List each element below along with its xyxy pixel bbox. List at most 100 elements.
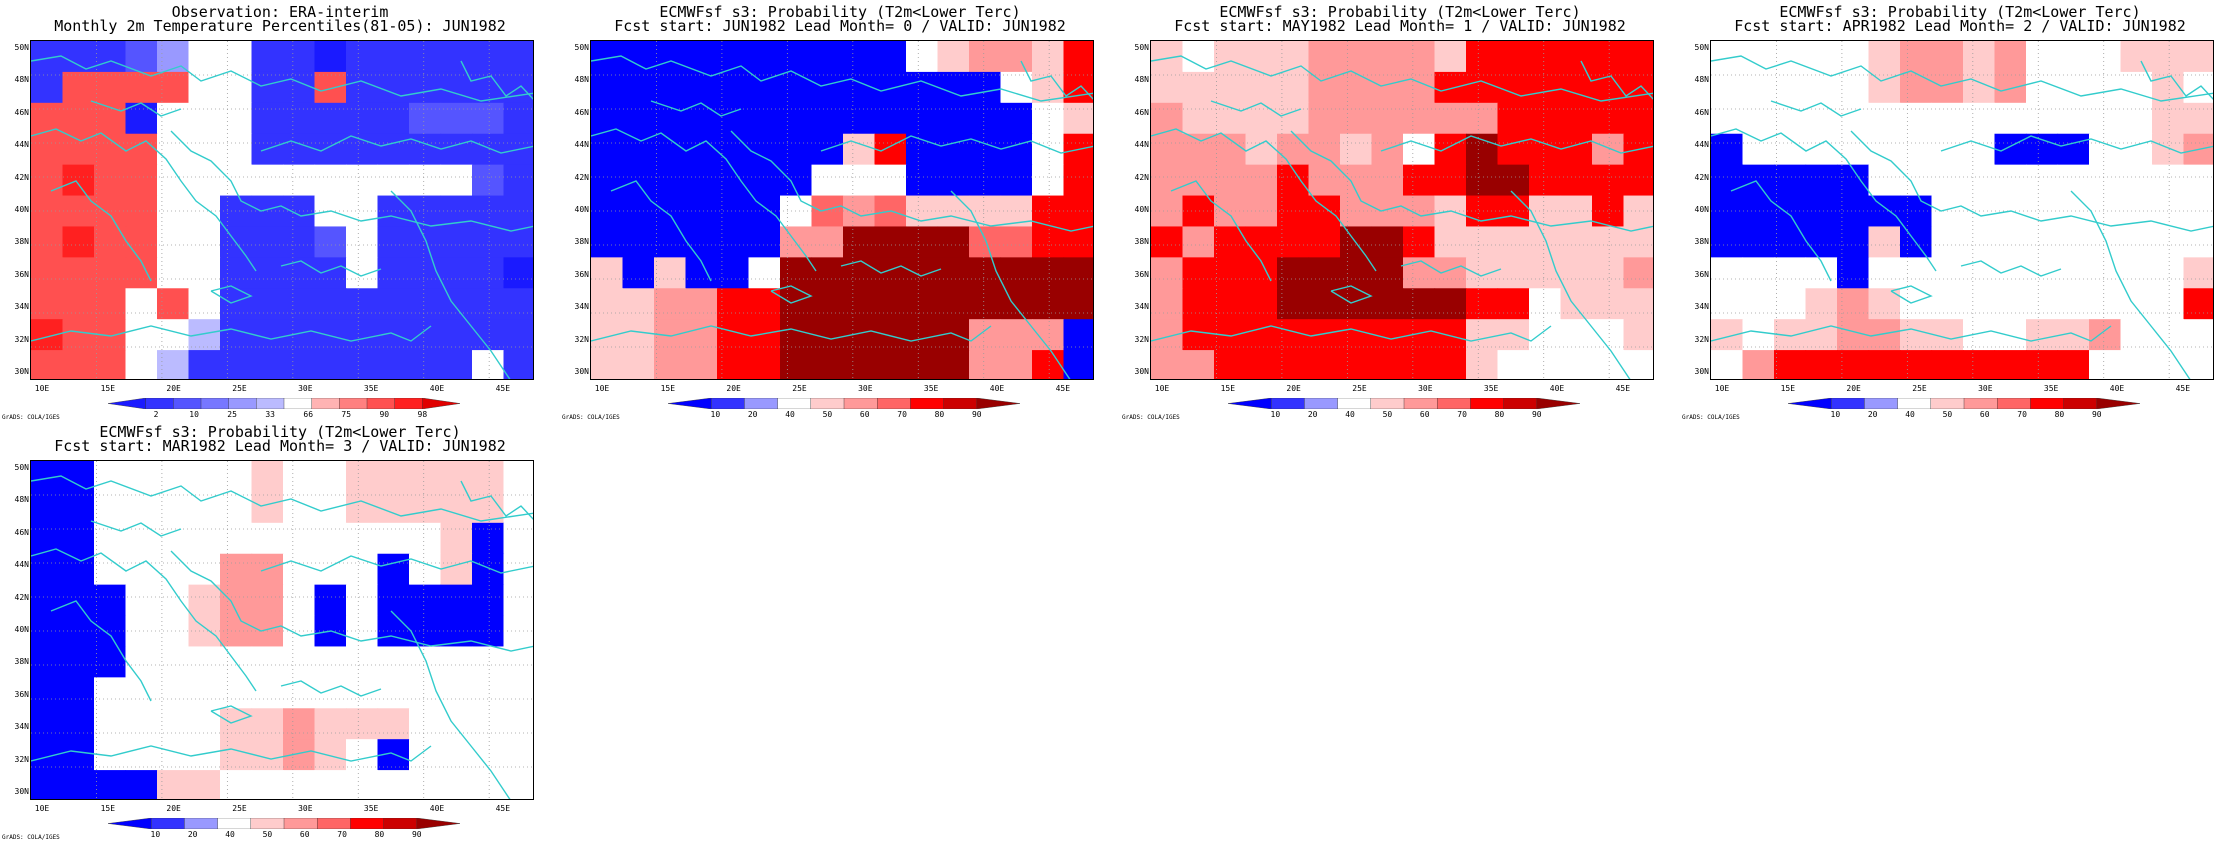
colorbar-segment <box>256 398 285 409</box>
grid-cell <box>1623 226 1653 258</box>
grid-cell <box>685 41 718 73</box>
grid-cell <box>346 522 379 555</box>
colorbar-label: 40 <box>785 410 795 419</box>
grid-cell <box>1623 102 1653 135</box>
grid-cell <box>62 491 95 524</box>
grid-cell <box>157 615 190 648</box>
grid-cell <box>1592 41 1625 73</box>
x-tick-label: 10E <box>1714 384 1730 393</box>
grid-cell <box>1434 71 1467 104</box>
grid-cell <box>1560 226 1593 258</box>
colorbar-segment <box>1963 398 1998 409</box>
grid-cell <box>409 133 442 166</box>
grid-cell <box>125 164 158 197</box>
grid-cell <box>1032 319 1065 351</box>
grid-cell <box>2152 226 2185 258</box>
grid-cell <box>1308 226 1341 258</box>
grid-cell <box>346 319 379 351</box>
y-tick-label: 32N <box>574 334 589 344</box>
grid-cell <box>2152 319 2185 351</box>
map-plot-area <box>1150 40 1654 380</box>
grid-cell <box>94 133 127 166</box>
grid-cell <box>157 288 190 320</box>
colorbar-label: 20 <box>747 410 758 419</box>
colorbar-label: 66 <box>303 410 314 419</box>
grid-cell <box>1032 195 1065 228</box>
y-tick-label: 44N <box>14 140 29 150</box>
x-tick-label: 30E <box>1978 384 1993 393</box>
grid-cell <box>440 102 473 135</box>
grid-cell <box>780 133 813 166</box>
grid-cell <box>157 677 190 709</box>
grid-cell <box>62 522 95 555</box>
grid-cell <box>314 41 347 73</box>
colorbar-segment <box>1930 398 1965 409</box>
coastline <box>820 135 1093 154</box>
grid-cell <box>1994 257 2027 289</box>
grid-cell <box>1774 164 1807 197</box>
colorbar-segment <box>1831 398 1865 409</box>
grid-cell <box>188 584 221 617</box>
grid-cell <box>1063 257 1093 289</box>
grid-cell <box>188 257 221 289</box>
grid-cell <box>622 133 655 166</box>
grid-cell <box>377 226 410 258</box>
colorbar-segment <box>876 398 911 409</box>
coastline <box>1380 135 1653 154</box>
grid-cell <box>1245 102 1278 135</box>
grid-cell <box>780 319 813 351</box>
grid-cell <box>874 319 907 351</box>
colorbar-segment <box>108 398 146 409</box>
grid-cell <box>125 319 158 351</box>
grid-cell <box>409 708 442 740</box>
x-tick-label: 45E <box>2175 384 2191 393</box>
grid-cell <box>622 226 655 258</box>
grads-credit: GrADS: COLA/IGES <box>1122 414 1180 421</box>
grid-cell <box>1214 133 1247 166</box>
grid-cell <box>472 350 505 379</box>
y-tick-label: 40N <box>1694 205 1709 214</box>
grid-cell <box>2026 226 2059 258</box>
coastline <box>1330 285 1373 304</box>
grid-cell <box>125 102 158 135</box>
grid-cell <box>346 257 379 289</box>
grid-cell <box>346 195 379 228</box>
grid-cell <box>251 491 284 524</box>
grid-cell <box>188 226 221 258</box>
grid-cell <box>377 288 410 320</box>
grid-cell <box>748 71 781 104</box>
x-tick-label: 40E <box>989 384 1005 393</box>
grid-cell <box>503 195 533 228</box>
grid-cell <box>220 677 253 709</box>
grid-cell <box>1994 319 2027 351</box>
grid-cell <box>440 133 473 166</box>
y-tick-label: 48N <box>14 75 29 85</box>
x-tick-label: 35E <box>363 384 379 393</box>
colorbar-segment <box>976 398 1020 409</box>
grid-cell <box>283 71 316 104</box>
grid-cell <box>1963 41 1996 73</box>
grid-cell <box>906 350 939 379</box>
coastline <box>31 325 432 342</box>
grid-cell <box>346 739 379 771</box>
grid-cell <box>346 553 379 586</box>
grid-cell <box>1063 226 1093 258</box>
grid-cell <box>31 257 64 289</box>
grid-cell <box>685 288 718 320</box>
grid-cell <box>1623 195 1653 228</box>
grid-cell <box>125 195 158 228</box>
grid-cell <box>1742 350 1775 379</box>
grid-cell <box>2089 257 2122 289</box>
grid-cell <box>409 770 442 799</box>
grid-cell <box>591 288 624 320</box>
grid-cell <box>937 350 970 379</box>
grid-cell <box>1805 133 1838 166</box>
grid-cell <box>1245 319 1278 351</box>
grid-cell <box>472 708 505 740</box>
grid-cell <box>1032 133 1065 166</box>
colorbar-label: 25 <box>227 410 237 419</box>
colorbar-segment <box>1996 398 2031 409</box>
grid-cell <box>1868 102 1901 135</box>
grid-cell <box>31 164 64 197</box>
y-tick-label: 32N <box>14 754 29 764</box>
